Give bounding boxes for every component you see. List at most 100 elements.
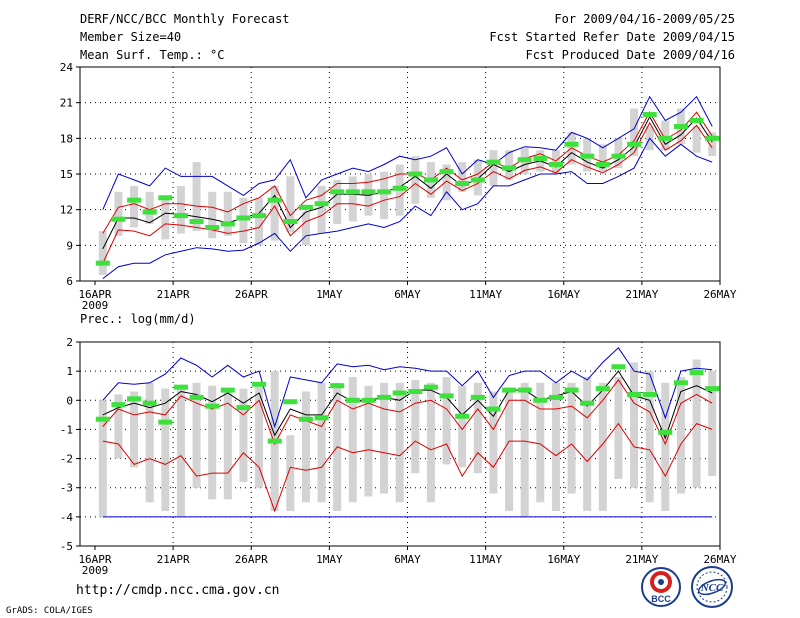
mean-marker (564, 141, 579, 147)
mean-marker (158, 419, 173, 425)
spread-box (98, 231, 107, 276)
spread-box (364, 385, 373, 497)
mean-marker (611, 364, 626, 370)
mean-marker (455, 413, 470, 419)
mean-marker (517, 157, 532, 163)
plot-frame (79, 341, 721, 547)
x-tick-label: 26MAY (703, 288, 736, 301)
spread-box (192, 382, 201, 488)
spread-box (614, 138, 623, 169)
spread-box (630, 108, 639, 157)
grads-credit: GrADS: COLA/IGES (6, 606, 93, 616)
x-tick-label: 26APR (235, 553, 268, 566)
mean-marker (658, 135, 673, 141)
mean-marker (142, 400, 157, 406)
y-tick-label: -4 (60, 511, 74, 524)
mean-marker (580, 400, 595, 406)
mean-marker (392, 390, 407, 396)
spread-box (676, 376, 685, 494)
x-tick-label: 26APR (235, 288, 268, 301)
mean-marker (455, 181, 470, 187)
bcc-logo-text: BCC (651, 594, 671, 604)
mean-marker (205, 403, 220, 409)
spread-box (708, 132, 717, 157)
mean-marker (408, 171, 423, 177)
y-tick-label: 9 (66, 239, 73, 252)
spread-box (130, 185, 139, 228)
mean-marker (627, 391, 642, 397)
mean-marker (173, 213, 188, 219)
spread-box (708, 371, 717, 477)
spread-box (239, 388, 248, 482)
mean-marker (345, 397, 360, 403)
series-line-median (102, 115, 713, 250)
mean-marker (517, 387, 532, 393)
mean-marker (658, 429, 673, 435)
mean-marker (439, 169, 454, 175)
x-tick-label: 1MAY (316, 288, 343, 301)
x-tick-label: 21APR (157, 288, 190, 301)
spread-box (161, 388, 170, 512)
y-tick-label: -3 (60, 482, 73, 495)
mean-marker (361, 189, 376, 195)
mean-marker (705, 386, 720, 392)
mean-marker (673, 380, 688, 386)
spread-box (208, 385, 217, 500)
spread-box (598, 144, 607, 172)
forecast-started-date: Fcst Started Refer Date 2009/04/15 (489, 30, 735, 44)
mean-marker (642, 112, 657, 118)
mean-marker (111, 216, 126, 222)
spread-box (661, 382, 670, 512)
series-line-median (102, 370, 713, 440)
mean-marker (189, 219, 204, 225)
precip-panel-title: Prec.: log(mm/d) (80, 312, 196, 326)
y-tick-label: 6 (66, 275, 73, 288)
mean-marker (220, 221, 235, 227)
spread-box (145, 382, 154, 503)
spread-box (458, 162, 467, 192)
source-url[interactable]: http://cmdp.ncc.cma.gov.cn (76, 583, 280, 598)
spread-box (317, 382, 326, 503)
mean-marker (95, 260, 110, 266)
mean-marker (298, 416, 313, 422)
spread-box (255, 197, 264, 246)
mean-marker (627, 141, 642, 147)
y-tick-label: 18 (60, 132, 73, 145)
y-tick-label: 1 (66, 365, 73, 378)
series-line-p90 (102, 379, 713, 446)
mean-marker (502, 387, 517, 393)
spread-box (301, 212, 310, 246)
mean-marker (533, 156, 548, 162)
series-line-p10 (102, 121, 713, 264)
mean-marker (611, 153, 626, 159)
mean-marker (314, 201, 329, 207)
member-size: Member Size=40 (80, 30, 182, 44)
y-tick-label: 12 (60, 204, 73, 217)
spread-box (348, 376, 357, 503)
series-line-max (102, 347, 713, 429)
mean-marker (689, 118, 704, 123)
spread-box (505, 150, 514, 180)
mean-marker (423, 384, 438, 390)
spread-box (98, 400, 107, 517)
x-tick-label: 16MAY (547, 553, 580, 566)
spread-box (645, 371, 654, 503)
bcc-logo: BCC (641, 567, 681, 607)
mean-marker (580, 153, 595, 159)
spread-box (411, 379, 420, 474)
spread-box (505, 388, 514, 512)
spread-box (536, 382, 545, 503)
mean-marker (127, 396, 142, 402)
mean-marker (689, 370, 704, 376)
mean-marker (283, 399, 298, 405)
y-tick-label: 24 (60, 61, 74, 74)
x-year-label: 2009 (82, 564, 109, 577)
mean-marker (220, 387, 235, 393)
spread-box (145, 191, 154, 224)
spread-box (458, 385, 467, 468)
mean-marker (377, 394, 392, 400)
spread-box (223, 388, 232, 500)
x-tick-label: 21APR (157, 553, 190, 566)
series-line-max (102, 95, 713, 210)
